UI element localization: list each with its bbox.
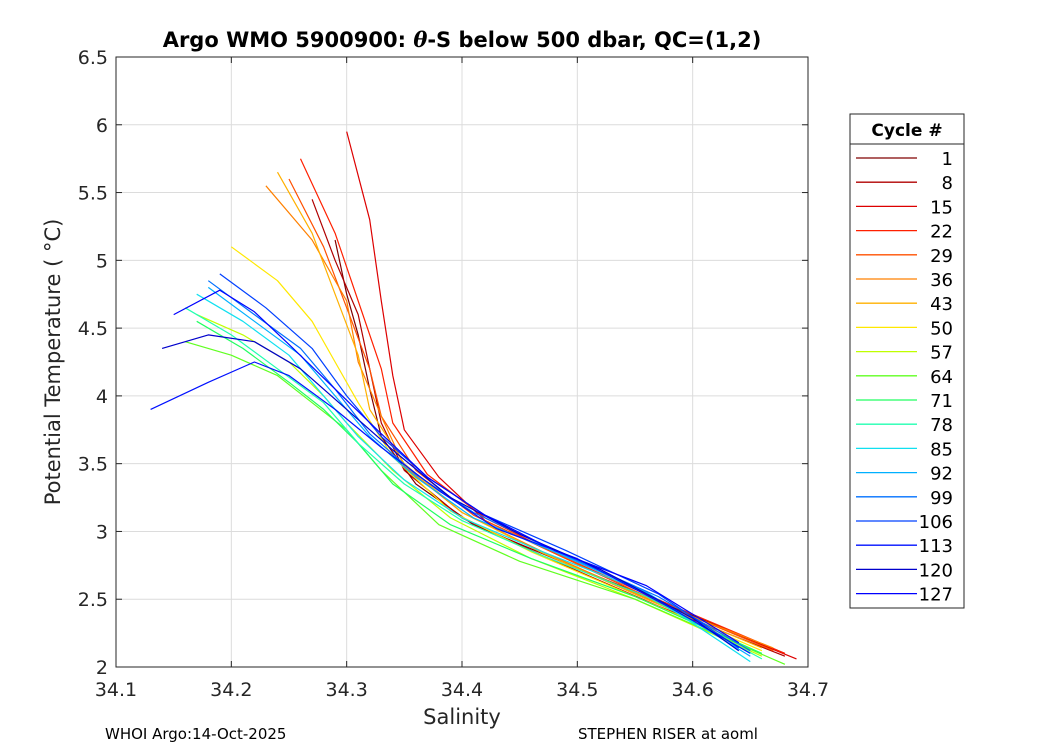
series-lines [150, 131, 797, 665]
footer-attribution: STEPHEN RISER at aoml [578, 725, 758, 743]
legend-label-cycle-106: 106 [919, 512, 953, 533]
series-line-cycle-85 [196, 293, 751, 663]
series-line-cycle-127 [173, 289, 740, 644]
chart-title-prefix: Argo WMO 5900900: [163, 28, 414, 52]
legend-label-cycle-29: 29 [930, 246, 953, 267]
x-axis-ticks: 34.1 34.2 34.3 34.4 34.5 34.6 34.7 [95, 57, 829, 701]
series-line-cycle-78 [184, 307, 763, 660]
series-line-cycle-92 [207, 286, 751, 657]
y-axis-ticks: 2 2.5 3 3.5 4 4.5 5 5.5 6 6.5 [78, 47, 808, 679]
legend-label-cycle-92: 92 [930, 464, 953, 485]
legend-label-cycle-71: 71 [930, 391, 953, 412]
y-tick-label: 4 [96, 386, 108, 408]
legend-label-cycle-57: 57 [930, 343, 953, 364]
legend-label-cycle-64: 64 [930, 367, 953, 388]
series-line-cycle-29 [288, 178, 774, 652]
y-axis-label: Potential Temperature ( °C) [41, 219, 65, 506]
legend: Cycle # 18152229364350576471788592991061… [849, 113, 965, 609]
series-line-cycle-120 [161, 334, 740, 652]
legend-label-cycle-85: 85 [930, 439, 953, 460]
x-tick-label: 34.4 [441, 679, 483, 701]
series-line-cycle-71 [196, 320, 763, 654]
legend-label-cycle-22: 22 [930, 222, 953, 243]
legend-label-cycle-15: 15 [930, 197, 953, 218]
y-tick-label: 3.5 [78, 454, 108, 476]
footer-source: WHOI Argo:14-Oct-2025 [105, 725, 287, 743]
x-tick-label: 34.7 [787, 679, 829, 701]
series-line-cycle-113 [150, 361, 751, 654]
legend-label-cycle-50: 50 [930, 318, 953, 339]
y-tick-label: 2 [96, 657, 108, 679]
y-tick-label: 6 [96, 115, 108, 137]
x-tick-label: 34.1 [95, 679, 137, 701]
legend-box [849, 113, 965, 609]
y-tick-label: 4.5 [78, 318, 108, 340]
y-tick-label: 5 [96, 250, 108, 272]
y-tick-label: 6.5 [78, 47, 108, 69]
series-line-cycle-36 [265, 185, 774, 649]
legend-label-cycle-113: 113 [919, 536, 953, 557]
x-axis-label: Salinity [423, 705, 501, 729]
chart-title-suffix: -S below 500 dbar, QC=(1,2) [427, 28, 761, 52]
y-tick-label: 2.5 [78, 589, 108, 611]
legend-label-cycle-78: 78 [930, 415, 953, 436]
y-tick-label: 5.5 [78, 183, 108, 205]
y-tick-label: 3 [96, 521, 108, 543]
x-tick-label: 34.6 [672, 679, 714, 701]
legend-label-cycle-1: 1 [942, 149, 953, 170]
chart-title-theta: θ [413, 27, 427, 52]
x-tick-label: 34.2 [210, 679, 252, 701]
legend-title: Cycle # [871, 121, 942, 141]
legend-label-cycle-99: 99 [930, 488, 953, 509]
x-tick-label: 34.3 [326, 679, 368, 701]
chart-title: Argo WMO 5900900: θ-S below 500 dbar, QC… [163, 27, 762, 52]
legend-label-cycle-8: 8 [942, 173, 953, 194]
legend-label-cycle-43: 43 [930, 294, 953, 315]
legend-label-cycle-120: 120 [919, 560, 953, 581]
x-tick-label: 34.5 [556, 679, 598, 701]
legend-label-cycle-36: 36 [930, 270, 953, 291]
legend-entries: 1 8 15 22 29 36 43 50 57 64 71 78 85 92 99 106 113 120 127 [856, 149, 953, 606]
legend-label-cycle-127: 127 [919, 585, 953, 606]
